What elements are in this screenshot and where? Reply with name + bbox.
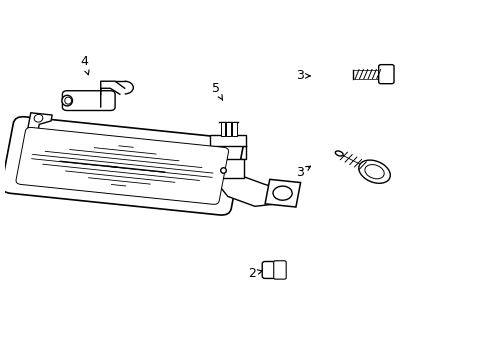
Text: 5: 5 [211, 82, 222, 100]
Text: 4: 4 [80, 55, 89, 75]
Ellipse shape [64, 97, 71, 104]
FancyBboxPatch shape [262, 261, 279, 278]
FancyBboxPatch shape [273, 261, 285, 279]
Ellipse shape [364, 165, 384, 179]
Bar [232, 122, 236, 136]
Text: 1: 1 [171, 158, 190, 171]
Bar [226, 122, 231, 136]
FancyBboxPatch shape [16, 127, 228, 204]
Circle shape [272, 186, 292, 200]
Polygon shape [220, 169, 282, 206]
Ellipse shape [358, 160, 389, 183]
Bar [220, 122, 225, 136]
FancyBboxPatch shape [209, 135, 245, 147]
Ellipse shape [62, 95, 72, 106]
FancyBboxPatch shape [62, 91, 115, 111]
Text: 2: 2 [247, 267, 262, 280]
Ellipse shape [34, 114, 43, 122]
Text: 3: 3 [295, 69, 309, 82]
FancyBboxPatch shape [378, 65, 393, 84]
Ellipse shape [335, 151, 343, 156]
FancyBboxPatch shape [1, 117, 243, 215]
Polygon shape [28, 113, 52, 130]
Text: 3: 3 [295, 166, 310, 179]
Polygon shape [264, 179, 300, 207]
FancyBboxPatch shape [210, 159, 244, 178]
